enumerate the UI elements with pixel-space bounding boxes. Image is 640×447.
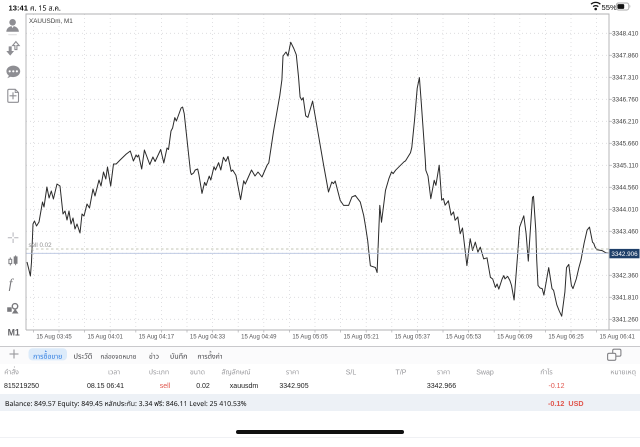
svg-text:3343.460: 3343.460 bbox=[612, 229, 639, 236]
svg-text:15 Aug 05:53: 15 Aug 05:53 bbox=[446, 335, 482, 341]
svg-text:15 Aug 05:21: 15 Aug 05:21 bbox=[344, 335, 380, 341]
svg-text:3342.906: 3342.906 bbox=[611, 251, 638, 258]
svg-text:M1: M1 bbox=[8, 327, 20, 337]
svg-text:3347.310: 3347.310 bbox=[612, 75, 639, 82]
svg-text:15 Aug 04:17: 15 Aug 04:17 bbox=[139, 335, 175, 341]
svg-text:15 Aug 04:49: 15 Aug 04:49 bbox=[241, 335, 277, 341]
svg-text:15 Aug 04:01: 15 Aug 04:01 bbox=[88, 335, 124, 341]
svg-text:3345.660: 3345.660 bbox=[612, 141, 639, 148]
svg-text:15 Aug 06:41: 15 Aug 06:41 bbox=[600, 335, 636, 341]
svg-text:13:41: 13:41 bbox=[9, 4, 29, 13]
svg-text:3346.760: 3346.760 bbox=[612, 97, 639, 104]
svg-text:-0.12 USD: -0.12 USD bbox=[548, 399, 584, 408]
svg-text:T/P: T/P bbox=[396, 369, 407, 376]
svg-text:3348.410: 3348.410 bbox=[612, 31, 639, 38]
svg-text:15 Aug 05:05: 15 Aug 05:05 bbox=[292, 335, 328, 341]
svg-text:15 Aug 06:25: 15 Aug 06:25 bbox=[548, 335, 584, 341]
svg-text:3345.110: 3345.110 bbox=[613, 163, 639, 170]
svg-text:3342.360: 3342.360 bbox=[612, 273, 639, 280]
svg-text:S/L: S/L bbox=[346, 369, 357, 376]
svg-text:3341.260: 3341.260 bbox=[612, 317, 639, 324]
svg-text:3344.560: 3344.560 bbox=[612, 185, 639, 192]
svg-text:15 Aug 05:37: 15 Aug 05:37 bbox=[395, 335, 431, 341]
svg-text:Swap: Swap bbox=[476, 369, 494, 376]
svg-text:sell 0.02: sell 0.02 bbox=[29, 242, 53, 249]
svg-text:3341.810: 3341.810 bbox=[612, 295, 639, 302]
svg-text:XAUUSDm, M1: XAUUSDm, M1 bbox=[29, 18, 73, 25]
svg-text:15 Aug 06:09: 15 Aug 06:09 bbox=[497, 335, 533, 341]
svg-text:3347.860: 3347.860 bbox=[612, 53, 639, 60]
svg-text:f: f bbox=[9, 276, 15, 291]
svg-text:55%: 55% bbox=[602, 3, 617, 12]
svg-text:15 Aug 04:33: 15 Aug 04:33 bbox=[190, 335, 226, 341]
svg-text:3344.010: 3344.010 bbox=[612, 207, 639, 214]
svg-text:3346.210: 3346.210 bbox=[612, 119, 639, 126]
svg-text:15 Aug 03:45: 15 Aug 03:45 bbox=[36, 335, 72, 341]
